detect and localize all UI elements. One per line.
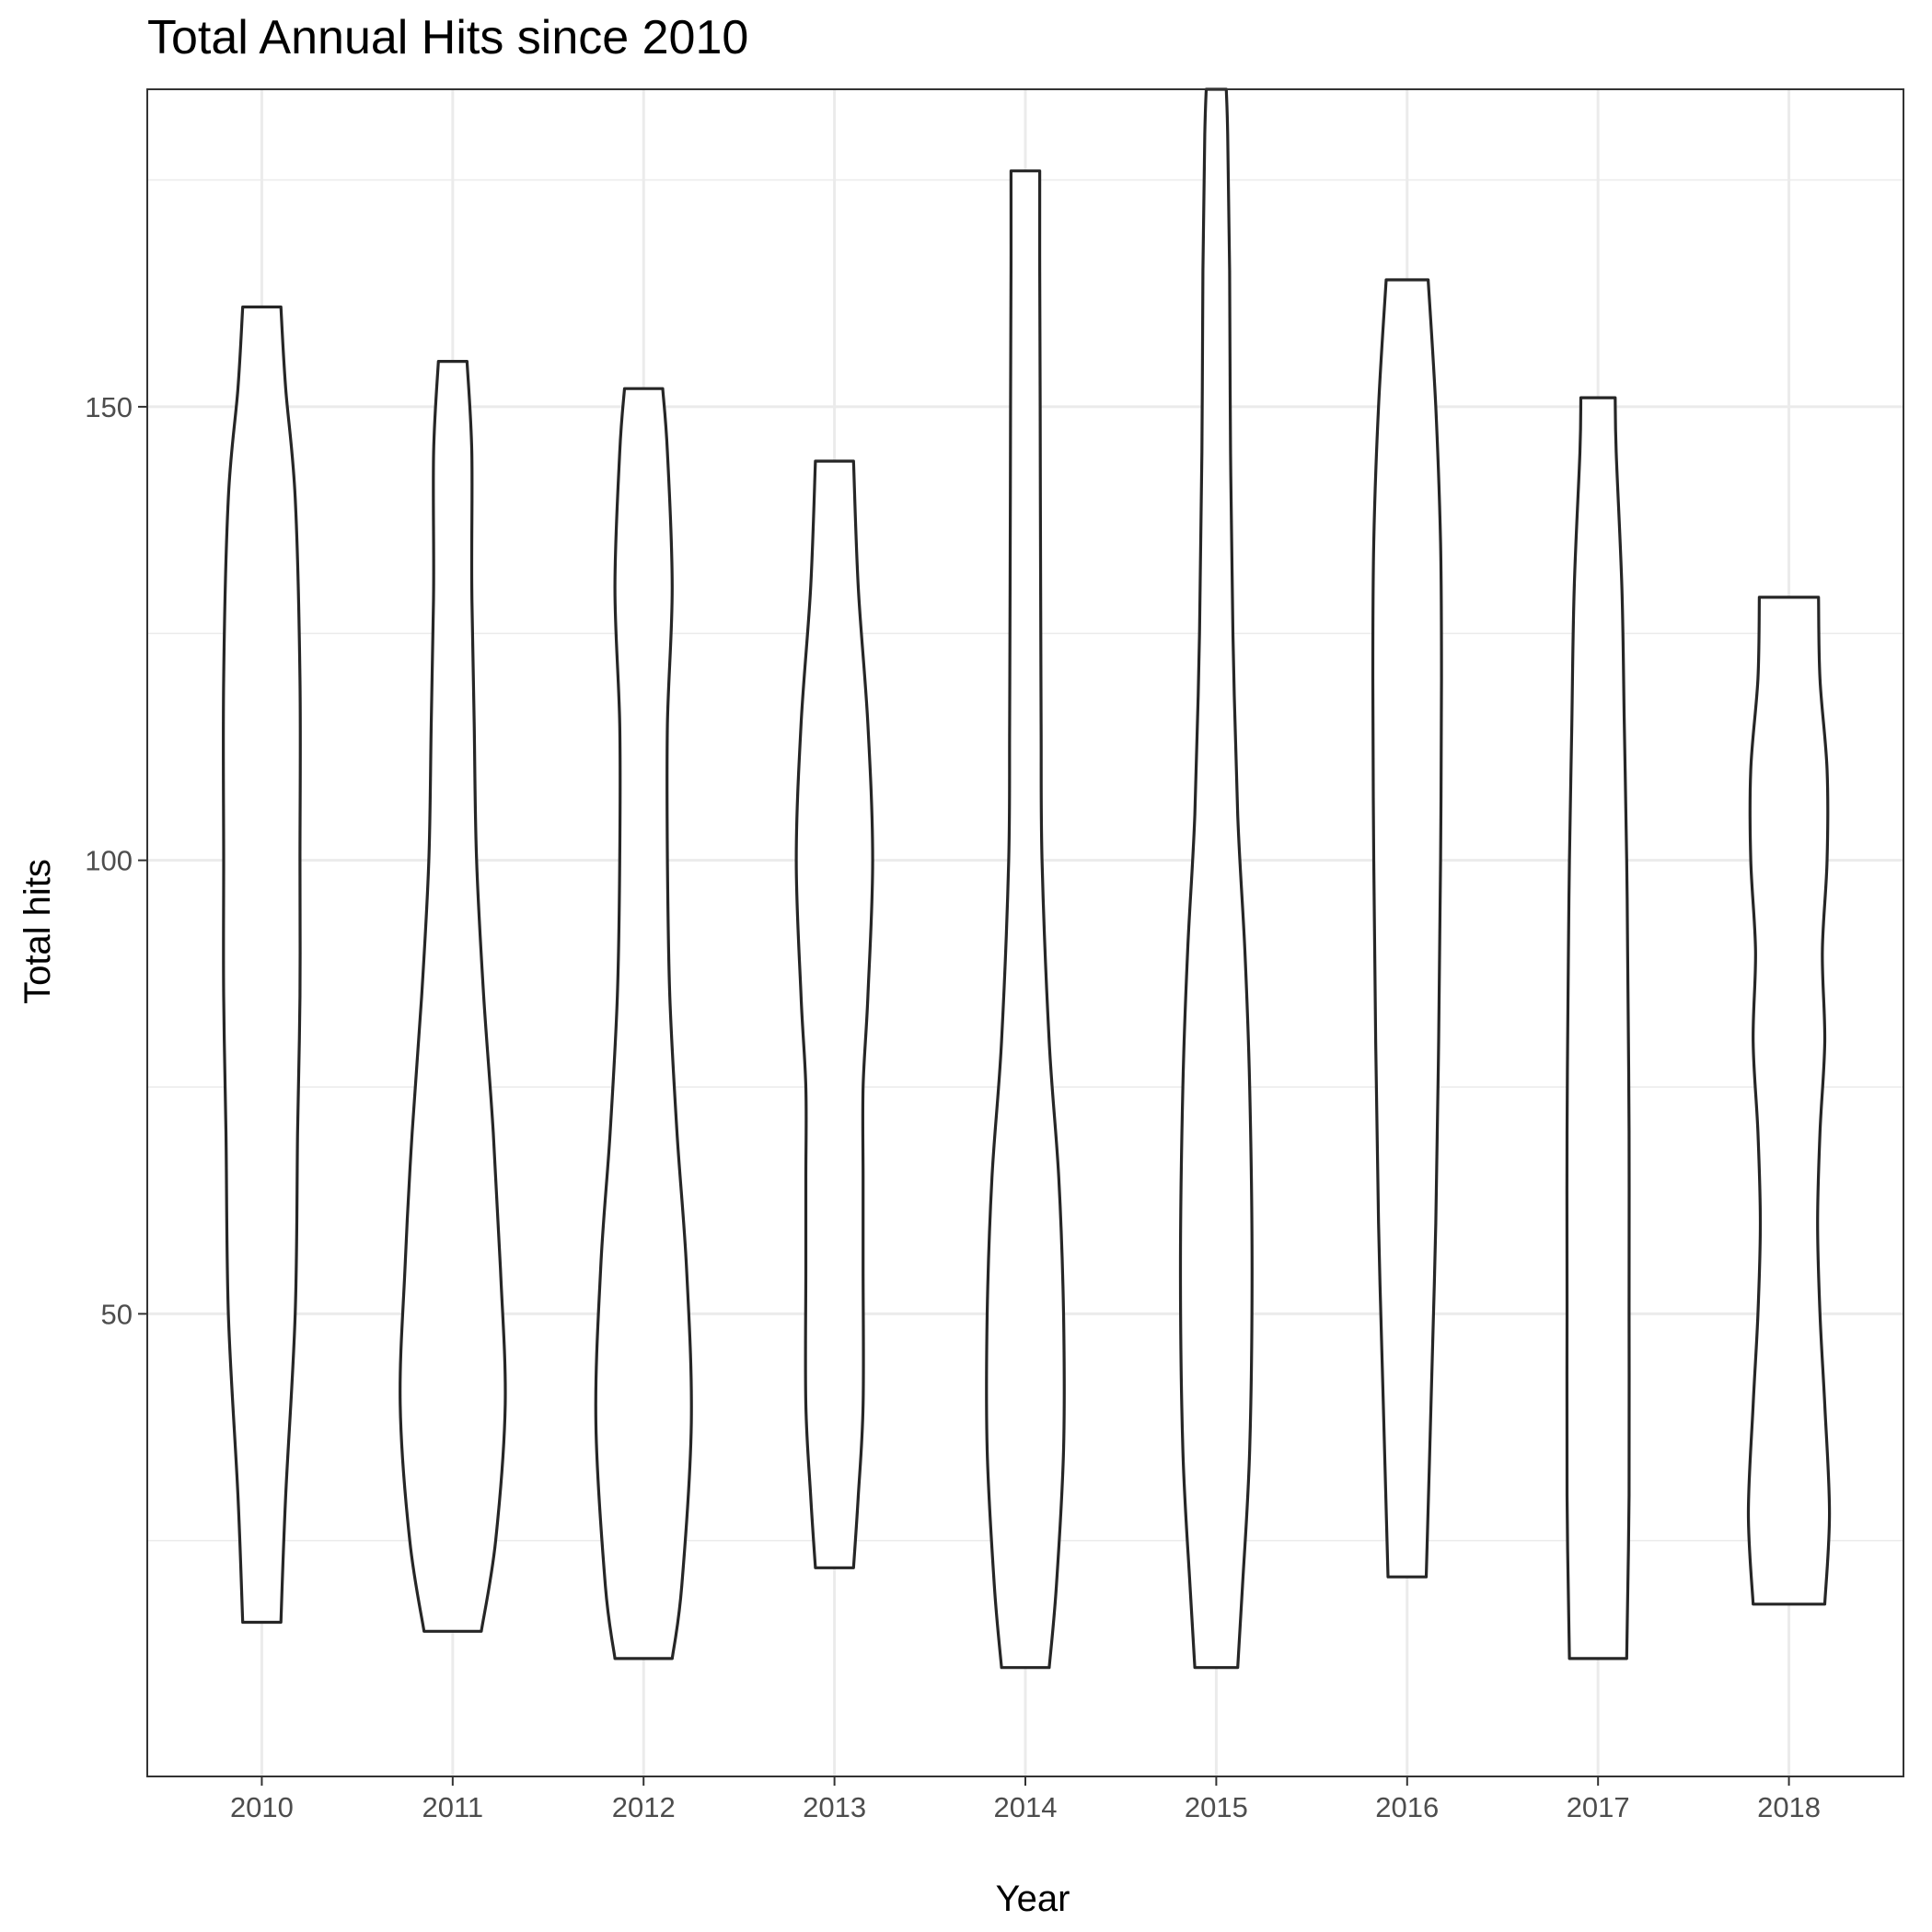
x-tick-label: 2012: [612, 1791, 676, 1823]
violin-2017: [1565, 396, 1631, 1660]
y-tick-label: 100: [85, 845, 133, 877]
violin-2014: [985, 169, 1066, 1670]
violins: [222, 87, 1832, 1670]
x-tick-label: 2018: [1757, 1791, 1821, 1823]
axis-ticks: [138, 405, 1790, 1786]
violin-2013: [794, 459, 874, 1569]
violin-2010: [222, 305, 302, 1625]
violin-2011: [399, 360, 507, 1633]
violin-2015: [1178, 87, 1254, 1670]
x-tick-label: 2013: [803, 1791, 866, 1823]
x-tick-label: 2017: [1567, 1791, 1630, 1823]
y-tick-labels: 50 100 150: [85, 391, 133, 1330]
x-tick-label: 2016: [1375, 1791, 1439, 1823]
x-tick-labels: 2010 2011 2012 2013 2014 2015 2016 2017 2018: [230, 1791, 1821, 1823]
x-tick-label: 2010: [230, 1791, 294, 1823]
chart-title: Total Annual Hits since 2010: [147, 11, 748, 64]
violin-2016: [1371, 278, 1443, 1579]
x-tick-label: 2011: [422, 1791, 483, 1823]
y-tick-label: 150: [85, 391, 133, 423]
x-axis-title: Year: [996, 1879, 1070, 1919]
y-axis-title: Total hits: [17, 859, 58, 1004]
x-tick-label: 2015: [1185, 1791, 1248, 1823]
violin-2012: [594, 387, 693, 1660]
y-tick-label: 50: [101, 1298, 133, 1330]
x-tick-label: 2014: [994, 1791, 1058, 1823]
violin-2018: [1746, 596, 1832, 1606]
